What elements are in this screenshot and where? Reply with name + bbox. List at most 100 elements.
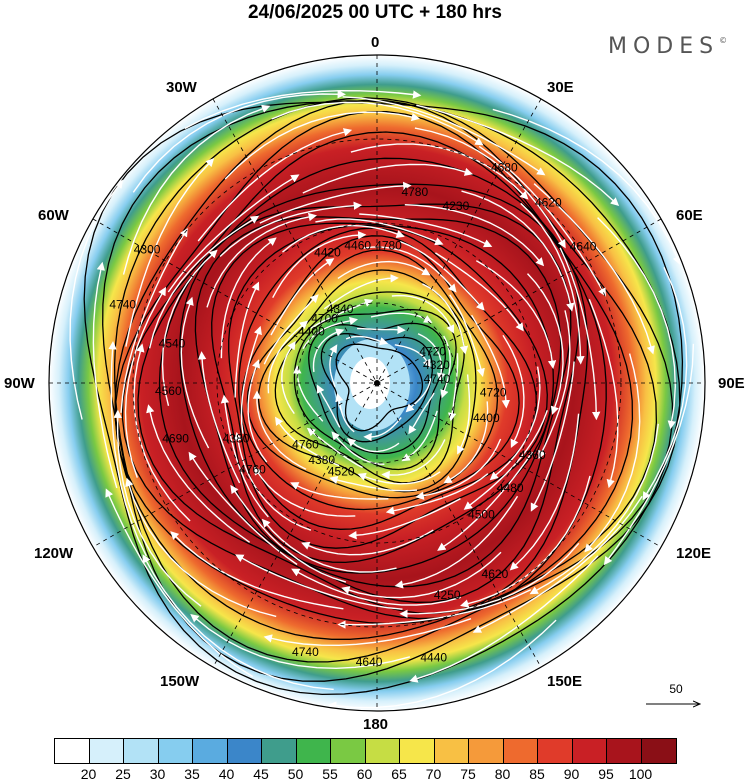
streamline: [642, 267, 688, 501]
streamline: [272, 231, 367, 299]
lon-label-150w: 150W: [160, 673, 200, 690]
colorbar-tick-label: 55: [322, 766, 338, 782]
colorbar-tick-label: 75: [460, 766, 476, 782]
streamline: [533, 183, 655, 355]
colorbar-tick-label: 30: [149, 766, 166, 782]
contour-label: 4380: [308, 453, 335, 467]
contour-label: 4520: [328, 464, 355, 478]
contour-label: 4440: [420, 650, 447, 664]
streamline: [263, 294, 319, 365]
contour-label: 4720: [480, 385, 507, 399]
contour-label: 4230: [443, 199, 470, 213]
streamline: [206, 212, 318, 308]
streamline: [399, 542, 580, 618]
contour-label: 4620: [535, 196, 562, 210]
lon-label-90e: 90E: [718, 375, 745, 392]
streamline: [529, 423, 659, 595]
streamline: [478, 145, 606, 297]
contour-label: 4560: [155, 384, 182, 398]
colorbar-cell: [158, 739, 193, 763]
colorbar: [54, 738, 677, 764]
colorbar-tick-label: 95: [598, 766, 614, 782]
streamline: [449, 294, 485, 377]
streamline: [233, 431, 312, 531]
streamline: [197, 128, 353, 242]
lon-label-30w: 30W: [166, 79, 197, 96]
map-title: 24/06/2025 00 UTC + 180 hrs: [247, 2, 503, 23]
streamline: [502, 334, 525, 448]
streamline: [559, 247, 601, 421]
streamline: [422, 283, 469, 355]
streamline: [108, 341, 147, 557]
streamline: [125, 158, 215, 347]
streamline: [359, 213, 493, 248]
streamline: [230, 484, 347, 583]
streamline: [290, 482, 389, 500]
streamline: [124, 286, 166, 478]
streamline: [122, 104, 271, 275]
streamline: [409, 555, 599, 683]
lon-label-120e: 120E: [676, 545, 712, 562]
streamline: [240, 325, 262, 434]
streamline: [302, 316, 359, 350]
streamline: [391, 294, 455, 334]
streamline: [335, 393, 355, 433]
contour-label: 4400: [298, 325, 325, 339]
streamline: [261, 518, 397, 573]
streamline: [281, 341, 296, 414]
streamline: [253, 466, 356, 517]
streamline: [470, 314, 510, 409]
streamline: [416, 104, 620, 207]
streamline: [363, 246, 457, 293]
streamline: [394, 344, 431, 368]
streamline: [461, 190, 575, 312]
colorbar-tick-label: 20: [80, 766, 97, 782]
streamline: [247, 359, 268, 463]
lon-label-0: 0: [371, 34, 380, 51]
streamline: [346, 438, 400, 453]
contour-label: 4760: [292, 438, 319, 452]
streamline: [274, 416, 340, 467]
north-pole-marker: [374, 380, 380, 386]
streamline: [323, 274, 399, 310]
contour-label: 4340: [327, 302, 354, 316]
streamline: [252, 390, 307, 470]
streamline: [385, 473, 489, 515]
lon-label-150e: 150E: [547, 673, 583, 690]
colorbar-cell: [607, 739, 642, 763]
streamline: [167, 174, 300, 293]
streamline: [329, 344, 338, 387]
streamline: [341, 551, 502, 599]
colorbar-tick-label: 90: [563, 766, 580, 782]
colorbar-tick-label: 70: [425, 766, 442, 782]
streamline: [329, 475, 418, 492]
streamline: [437, 451, 533, 551]
streamline: [509, 413, 580, 571]
contour-label: 4720: [419, 345, 446, 359]
contour-label: 4250: [434, 588, 461, 602]
streamline: [224, 111, 421, 180]
contour-line: [158, 183, 580, 603]
streamline: [401, 410, 438, 462]
contour-label: 4460: [344, 238, 371, 252]
streamline: [597, 217, 677, 430]
reference-vector-label: 50: [669, 682, 683, 696]
streamline: [342, 96, 546, 176]
streamline: [408, 392, 435, 435]
colorbar-cell: [331, 739, 366, 763]
streamline: [363, 417, 402, 442]
streamline: [440, 335, 451, 399]
contour-label: 4540: [159, 337, 186, 351]
colorbar-cell: [193, 739, 228, 763]
streamline: [132, 90, 346, 193]
colorbar-cell: [262, 739, 297, 763]
streamline: [220, 237, 277, 359]
colorbar-cell: [124, 739, 159, 763]
streamline: [267, 320, 309, 394]
lon-label-60e: 60E: [676, 207, 703, 224]
contour-label: 4420: [314, 245, 341, 259]
colorbar-cell: [89, 739, 124, 763]
streamline: [120, 227, 188, 413]
streamline: [370, 312, 433, 323]
streamline: [530, 361, 575, 512]
